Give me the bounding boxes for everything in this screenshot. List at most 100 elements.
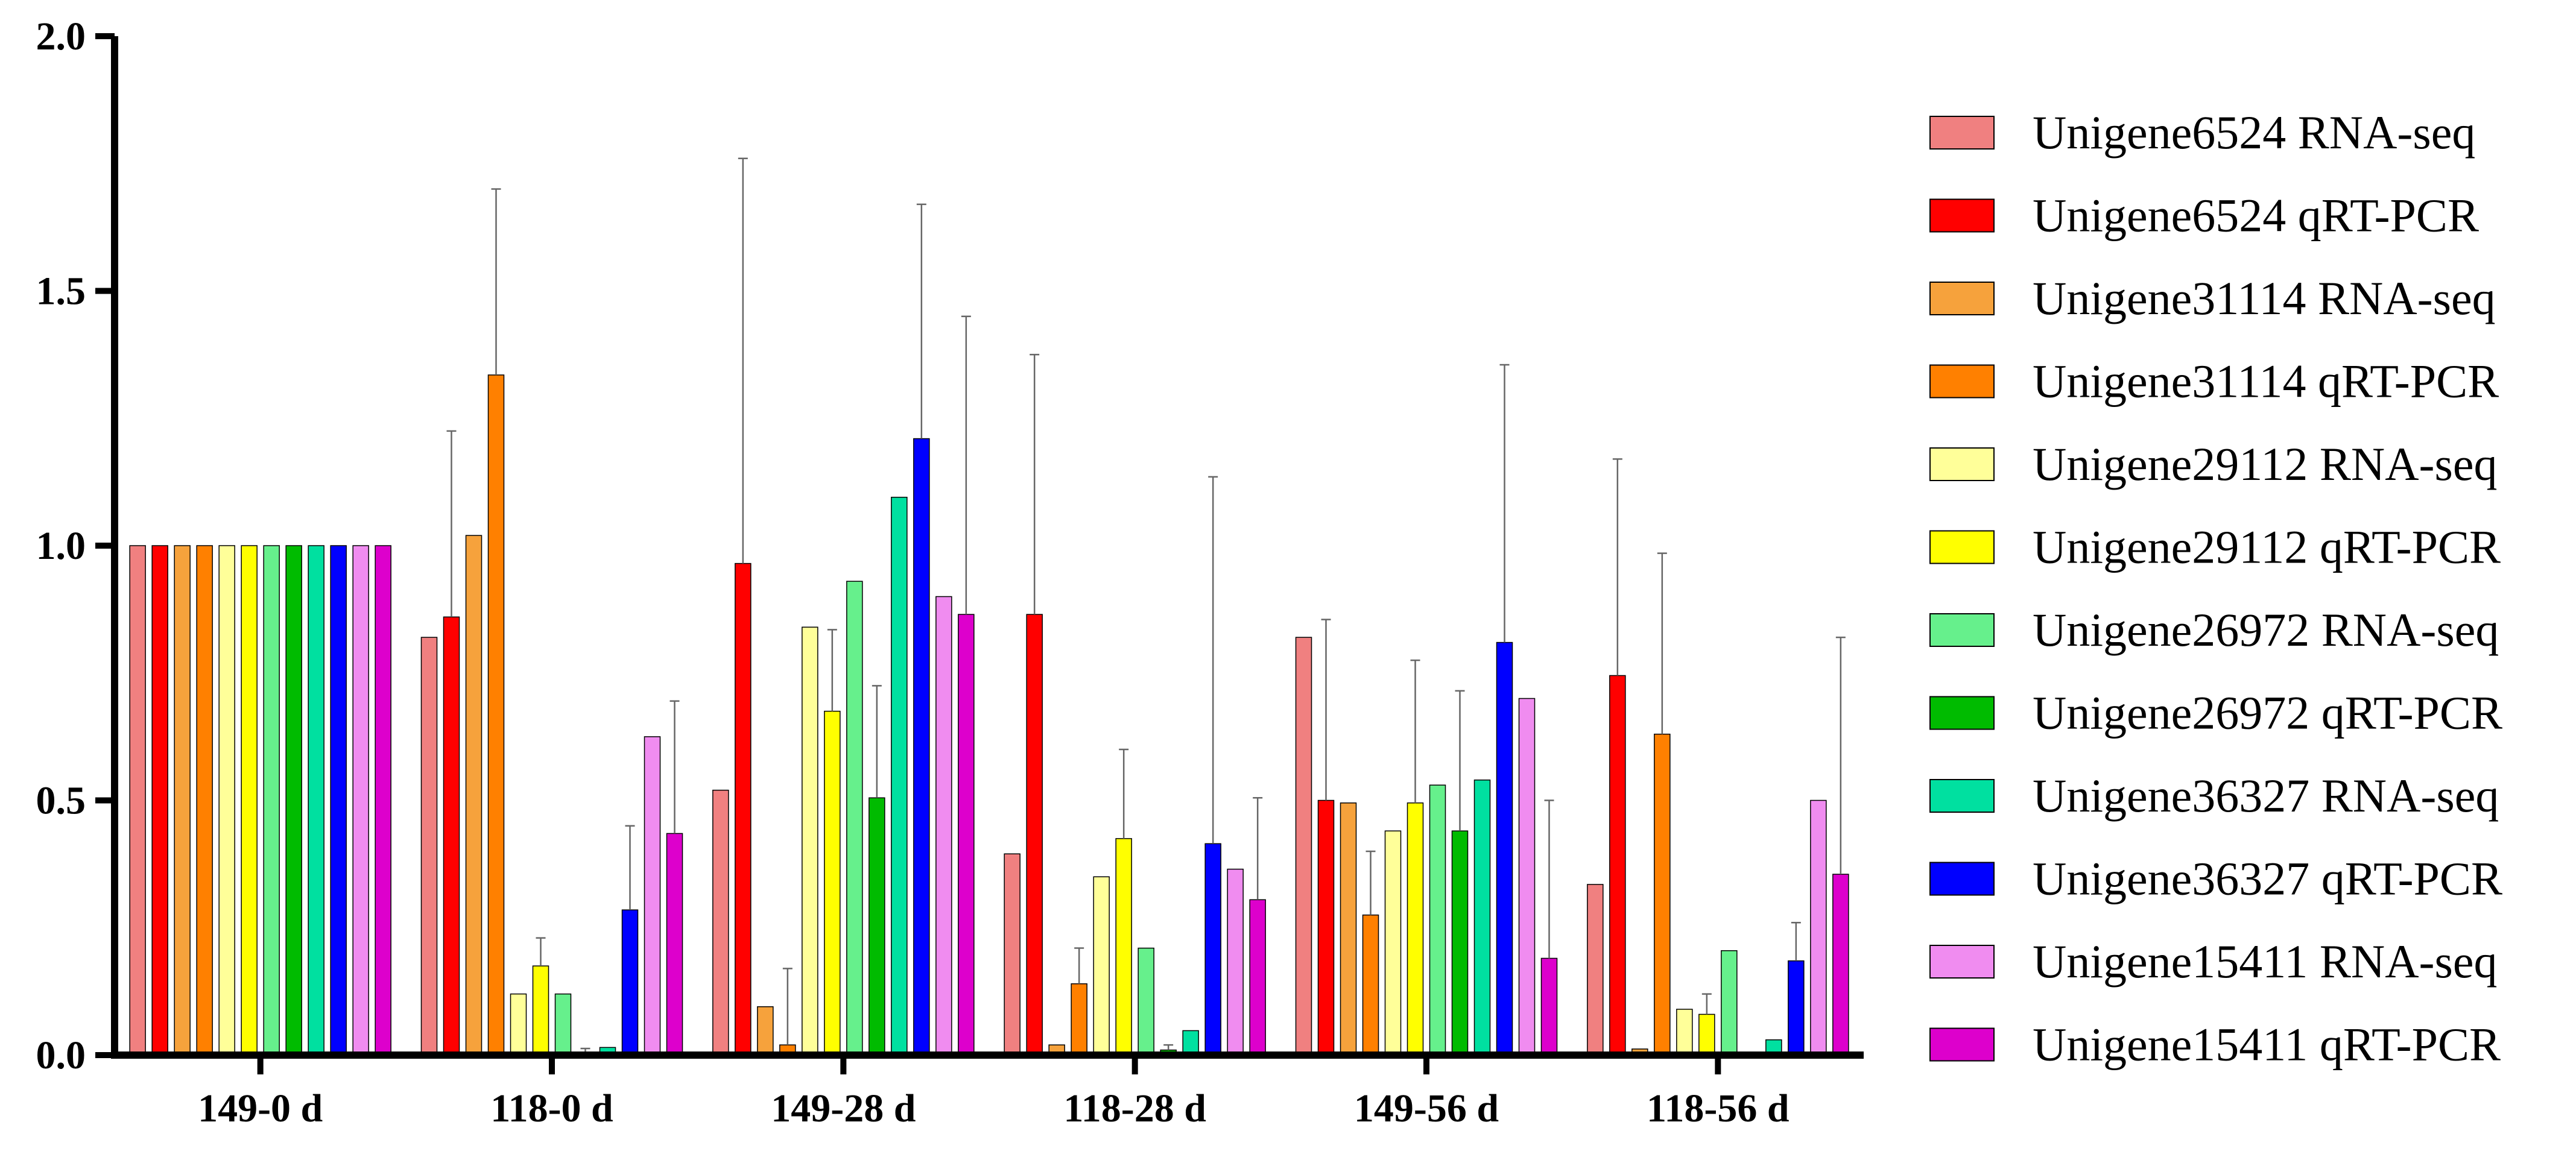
legend-label: Unigene6524 qRT-PCR <box>2033 189 2479 242</box>
legend-swatch <box>1929 198 1995 233</box>
legend: Unigene6524 RNA-seq Unigene6524 qRT-PCR Un… <box>1929 106 2502 1071</box>
legend-swatch <box>1929 945 1995 979</box>
bar-12-118-28-d <box>1249 899 1266 1056</box>
bar-2-149-56-d <box>1317 799 1335 1056</box>
bar-1-149-56-d <box>1295 637 1312 1056</box>
bar-12-149-0-d <box>375 545 391 1056</box>
bar-10-149-56-d <box>1496 642 1513 1056</box>
bar-12-149-56-d <box>1540 957 1558 1056</box>
x-tick-label: 118-28 d <box>1063 1086 1206 1130</box>
bar-6-118-28-d <box>1115 838 1132 1056</box>
bar-2-149-0-d <box>151 545 168 1056</box>
bar-12-118-56-d <box>1832 874 1849 1056</box>
legend-swatch <box>1929 282 1995 315</box>
bar-5-118-28-d <box>1093 876 1110 1056</box>
bar-4-118-56-d <box>1654 733 1671 1056</box>
bar-1-118-28-d <box>1004 853 1021 1056</box>
bar-1-149-0-d <box>129 545 146 1056</box>
legend-label: Unigene36327 qRT-PCR <box>2033 853 2502 905</box>
axes: 0.0 0.5 1.0 1.5 2.0 149-0 d 118-0 d 149-28 d 118… <box>36 14 1864 1130</box>
legend-label: Unigene29112 qRT-PCR <box>2033 521 2501 573</box>
bar-9-149-0-d <box>308 545 324 1056</box>
bar-11-149-0-d <box>352 545 369 1056</box>
bar-4-118-0-d <box>487 374 505 1056</box>
bar-10-149-28-d <box>913 438 930 1056</box>
x-tick-label: 118-0 d <box>490 1086 613 1130</box>
bar-10-149-0-d <box>330 545 347 1056</box>
bar-7-149-0-d <box>263 545 280 1056</box>
legend-label: Unigene15411 qRT-PCR <box>2033 1018 2501 1071</box>
bar-11-149-56-d <box>1518 698 1536 1056</box>
bar-8-149-0-d <box>285 545 302 1056</box>
legend-swatch <box>1929 613 1995 647</box>
legend-label: Unigene36327 RNA-seq <box>2033 769 2499 822</box>
bar-2-118-28-d <box>1026 614 1043 1056</box>
legend-label: Unigene6524 RNA-seq <box>2033 106 2475 159</box>
legend-swatch <box>1929 530 1995 564</box>
bar-10-118-28-d <box>1204 843 1221 1056</box>
legend-swatch <box>1929 364 1995 399</box>
bar-6-149-0-d <box>241 545 258 1056</box>
bar-5-149-28-d <box>802 626 818 1056</box>
bar-9-149-56-d <box>1473 779 1491 1056</box>
x-tick-label: 118-56 d <box>1647 1086 1790 1130</box>
bar-8-149-56-d <box>1451 830 1469 1056</box>
bar-10-118-56-d <box>1788 960 1805 1056</box>
bar-8-149-28-d <box>869 797 885 1056</box>
legend-label: Unigene15411 RNA-seq <box>2033 935 2497 988</box>
bar-9-118-28-d <box>1182 1030 1199 1056</box>
legend-swatch <box>1929 779 1995 813</box>
bar-7-149-28-d <box>846 581 863 1056</box>
bar-3-149-56-d <box>1340 802 1357 1056</box>
bar-5-149-0-d <box>218 545 235 1056</box>
bar-3-149-0-d <box>174 545 191 1056</box>
bar-1-118-0-d <box>420 637 438 1056</box>
x-tick-label: 149-0 d <box>198 1086 323 1130</box>
bar-11-118-56-d <box>1810 799 1827 1056</box>
bar-11-118-0-d <box>644 736 661 1056</box>
bar-7-118-56-d <box>1721 950 1738 1056</box>
y-tick-label: 0.5 <box>36 779 86 823</box>
y-tick-label: 0.0 <box>36 1033 86 1077</box>
bar-5-149-56-d <box>1384 830 1402 1056</box>
legend-swatch <box>1929 696 1995 730</box>
bar-2-149-28-d <box>735 563 752 1056</box>
error-bars <box>446 157 1846 1055</box>
bar-3-149-28-d <box>757 1006 774 1056</box>
legend-label: Unigene31114 RNA-seq <box>2033 272 2496 324</box>
y-tick-label: 1.5 <box>36 270 86 314</box>
bar-6-118-56-d <box>1698 1014 1715 1056</box>
legend-swatch <box>1929 862 1995 896</box>
bar-5-118-0-d <box>510 993 527 1056</box>
bar-6-149-28-d <box>824 710 841 1056</box>
legend-label: Unigene29112 RNA-seq <box>2033 438 2497 490</box>
legend-label: Unigene31114 qRT-PCR <box>2033 355 2499 408</box>
bar-4-118-28-d <box>1071 983 1087 1056</box>
bar-1-118-56-d <box>1587 884 1604 1056</box>
bar-9-149-28-d <box>891 496 908 1056</box>
legend-swatch <box>1929 1027 1995 1062</box>
y-tick-label: 2.0 <box>36 14 86 58</box>
x-tick-label: 149-56 d <box>1354 1086 1499 1130</box>
bar-7-118-0-d <box>554 993 572 1056</box>
bar-6-149-56-d <box>1407 802 1424 1056</box>
bar-4-149-56-d <box>1362 914 1379 1056</box>
bar-5-118-56-d <box>1676 1009 1693 1056</box>
legend-label: Unigene26972 qRT-PCR <box>2033 687 2502 739</box>
bar-4-149-0-d <box>196 545 213 1056</box>
bar-marks <box>129 374 1849 1056</box>
bar-12-118-0-d <box>666 833 683 1056</box>
bar-3-118-0-d <box>465 535 483 1056</box>
bar-7-149-56-d <box>1429 784 1446 1056</box>
bar-12-149-28-d <box>958 614 975 1056</box>
bar-1-149-28-d <box>712 789 729 1056</box>
x-tick-label: 149-28 d <box>771 1086 916 1130</box>
bar-11-149-28-d <box>935 596 952 1056</box>
bar-6-118-0-d <box>532 965 549 1056</box>
bar-2-118-0-d <box>443 616 460 1056</box>
legend-swatch <box>1929 116 1995 150</box>
bar-10-118-0-d <box>621 909 639 1056</box>
legend-label: Unigene26972 RNA-seq <box>2033 604 2499 656</box>
legend-swatch <box>1929 447 1995 481</box>
